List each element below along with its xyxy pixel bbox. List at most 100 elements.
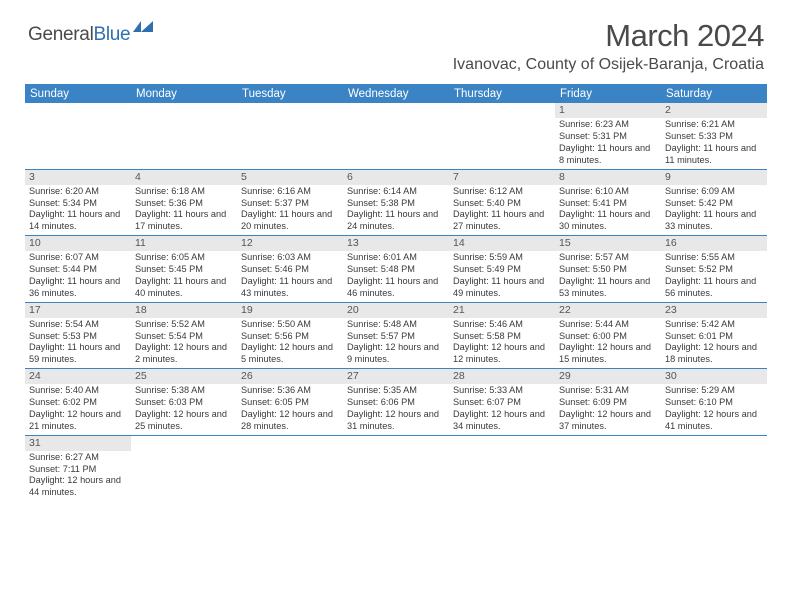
daylight-text: Daylight: 12 hours and 9 minutes.: [347, 342, 445, 366]
sunset-text: Sunset: 5:54 PM: [135, 331, 233, 343]
sunrise-text: Sunrise: 5:33 AM: [453, 385, 551, 397]
day-content: Sunrise: 6:14 AMSunset: 5:38 PMDaylight:…: [343, 185, 449, 235]
sunset-text: Sunset: 5:53 PM: [29, 331, 127, 343]
sunset-text: Sunset: 5:56 PM: [241, 331, 339, 343]
day-cell: 14Sunrise: 5:59 AMSunset: 5:49 PMDayligh…: [449, 236, 555, 302]
sunset-text: Sunset: 5:46 PM: [241, 264, 339, 276]
daylight-text: Daylight: 12 hours and 25 minutes.: [135, 409, 233, 433]
day-cell: 23Sunrise: 5:42 AMSunset: 6:01 PMDayligh…: [661, 303, 767, 369]
day-number: 21: [449, 303, 555, 318]
sunrise-text: Sunrise: 5:44 AM: [559, 319, 657, 331]
day-content: Sunrise: 5:33 AMSunset: 6:07 PMDaylight:…: [449, 384, 555, 434]
sunrise-text: Sunrise: 6:01 AM: [347, 252, 445, 264]
day-content: Sunrise: 5:44 AMSunset: 6:00 PMDaylight:…: [555, 318, 661, 368]
sunset-text: Sunset: 6:03 PM: [135, 397, 233, 409]
sunset-text: Sunset: 5:38 PM: [347, 198, 445, 210]
daylight-text: Daylight: 12 hours and 28 minutes.: [241, 409, 339, 433]
sunset-text: Sunset: 5:31 PM: [559, 131, 657, 143]
sunset-text: Sunset: 7:11 PM: [29, 464, 127, 476]
sunrise-text: Sunrise: 5:50 AM: [241, 319, 339, 331]
day-content: Sunrise: 6:23 AMSunset: 5:31 PMDaylight:…: [555, 118, 661, 168]
sunrise-text: Sunrise: 6:09 AM: [665, 186, 763, 198]
day-number: 28: [449, 369, 555, 384]
day-cell: [237, 103, 343, 169]
logo-text-blue: Blue: [94, 24, 131, 46]
day-cell: 12Sunrise: 6:03 AMSunset: 5:46 PMDayligh…: [237, 236, 343, 302]
day-content: Sunrise: 6:21 AMSunset: 5:33 PMDaylight:…: [661, 118, 767, 168]
day-cell: 29Sunrise: 5:31 AMSunset: 6:09 PMDayligh…: [555, 369, 661, 435]
sunrise-text: Sunrise: 6:12 AM: [453, 186, 551, 198]
day-number: 10: [25, 236, 131, 251]
sunrise-text: Sunrise: 6:07 AM: [29, 252, 127, 264]
day-number: 14: [449, 236, 555, 251]
sunset-text: Sunset: 5:52 PM: [665, 264, 763, 276]
sunset-text: Sunset: 5:57 PM: [347, 331, 445, 343]
day-number: 29: [555, 369, 661, 384]
day-content: Sunrise: 6:10 AMSunset: 5:41 PMDaylight:…: [555, 185, 661, 235]
day-number: 30: [661, 369, 767, 384]
day-cell: 6Sunrise: 6:14 AMSunset: 5:38 PMDaylight…: [343, 170, 449, 236]
sunset-text: Sunset: 5:33 PM: [665, 131, 763, 143]
daylight-text: Daylight: 11 hours and 17 minutes.: [135, 209, 233, 233]
sunset-text: Sunset: 5:50 PM: [559, 264, 657, 276]
sunrise-text: Sunrise: 6:27 AM: [29, 452, 127, 464]
sunrise-text: Sunrise: 5:52 AM: [135, 319, 233, 331]
sunset-text: Sunset: 5:40 PM: [453, 198, 551, 210]
sunrise-text: Sunrise: 6:03 AM: [241, 252, 339, 264]
daylight-text: Daylight: 11 hours and 20 minutes.: [241, 209, 339, 233]
day-cell: [449, 103, 555, 169]
sunrise-text: Sunrise: 5:54 AM: [29, 319, 127, 331]
sunset-text: Sunset: 5:44 PM: [29, 264, 127, 276]
sunrise-text: Sunrise: 6:05 AM: [135, 252, 233, 264]
day-content: Sunrise: 5:40 AMSunset: 6:02 PMDaylight:…: [25, 384, 131, 434]
day-cell: 25Sunrise: 5:38 AMSunset: 6:03 PMDayligh…: [131, 369, 237, 435]
daylight-text: Daylight: 11 hours and 27 minutes.: [453, 209, 551, 233]
sunrise-text: Sunrise: 5:31 AM: [559, 385, 657, 397]
week-row: 24Sunrise: 5:40 AMSunset: 6:02 PMDayligh…: [25, 369, 767, 436]
day-cell: [131, 103, 237, 169]
day-content: Sunrise: 6:16 AMSunset: 5:37 PMDaylight:…: [237, 185, 343, 235]
day-cell: 8Sunrise: 6:10 AMSunset: 5:41 PMDaylight…: [555, 170, 661, 236]
day-cell: 27Sunrise: 5:35 AMSunset: 6:06 PMDayligh…: [343, 369, 449, 435]
sunrise-text: Sunrise: 5:42 AM: [665, 319, 763, 331]
day-number: 5: [237, 170, 343, 185]
logo: General Blue: [28, 24, 155, 46]
month-title: March 2024: [453, 18, 764, 54]
day-cell: 20Sunrise: 5:48 AMSunset: 5:57 PMDayligh…: [343, 303, 449, 369]
day-number: 18: [131, 303, 237, 318]
day-content: Sunrise: 6:20 AMSunset: 5:34 PMDaylight:…: [25, 185, 131, 235]
sunrise-text: Sunrise: 6:18 AM: [135, 186, 233, 198]
day-content: Sunrise: 5:31 AMSunset: 6:09 PMDaylight:…: [555, 384, 661, 434]
day-content: Sunrise: 6:05 AMSunset: 5:45 PMDaylight:…: [131, 251, 237, 301]
day-content: Sunrise: 5:59 AMSunset: 5:49 PMDaylight:…: [449, 251, 555, 301]
weeks-container: 1Sunrise: 6:23 AMSunset: 5:31 PMDaylight…: [25, 103, 767, 501]
sunset-text: Sunset: 5:34 PM: [29, 198, 127, 210]
sunrise-text: Sunrise: 5:55 AM: [665, 252, 763, 264]
day-content: Sunrise: 5:46 AMSunset: 5:58 PMDaylight:…: [449, 318, 555, 368]
day-cell: [131, 436, 237, 502]
sunrise-text: Sunrise: 5:36 AM: [241, 385, 339, 397]
day-cell: 2Sunrise: 6:21 AMSunset: 5:33 PMDaylight…: [661, 103, 767, 169]
day-number: 1: [555, 103, 661, 118]
day-cell: 13Sunrise: 6:01 AMSunset: 5:48 PMDayligh…: [343, 236, 449, 302]
day-number: 27: [343, 369, 449, 384]
day-content: Sunrise: 6:09 AMSunset: 5:42 PMDaylight:…: [661, 185, 767, 235]
day-number: 16: [661, 236, 767, 251]
sunrise-text: Sunrise: 5:38 AM: [135, 385, 233, 397]
daylight-text: Daylight: 12 hours and 44 minutes.: [29, 475, 127, 499]
daylight-text: Daylight: 12 hours and 18 minutes.: [665, 342, 763, 366]
day-content: Sunrise: 6:18 AMSunset: 5:36 PMDaylight:…: [131, 185, 237, 235]
day-cell: 9Sunrise: 6:09 AMSunset: 5:42 PMDaylight…: [661, 170, 767, 236]
day-number: 2: [661, 103, 767, 118]
day-number: 6: [343, 170, 449, 185]
logo-text-general: General: [28, 24, 94, 46]
sunset-text: Sunset: 6:09 PM: [559, 397, 657, 409]
day-number: 8: [555, 170, 661, 185]
day-header-sat: Saturday: [661, 84, 767, 103]
daylight-text: Daylight: 11 hours and 11 minutes.: [665, 143, 763, 167]
day-cell: 19Sunrise: 5:50 AMSunset: 5:56 PMDayligh…: [237, 303, 343, 369]
day-cell: 17Sunrise: 5:54 AMSunset: 5:53 PMDayligh…: [25, 303, 131, 369]
day-content: Sunrise: 6:01 AMSunset: 5:48 PMDaylight:…: [343, 251, 449, 301]
day-cell: 30Sunrise: 5:29 AMSunset: 6:10 PMDayligh…: [661, 369, 767, 435]
sunset-text: Sunset: 5:37 PM: [241, 198, 339, 210]
